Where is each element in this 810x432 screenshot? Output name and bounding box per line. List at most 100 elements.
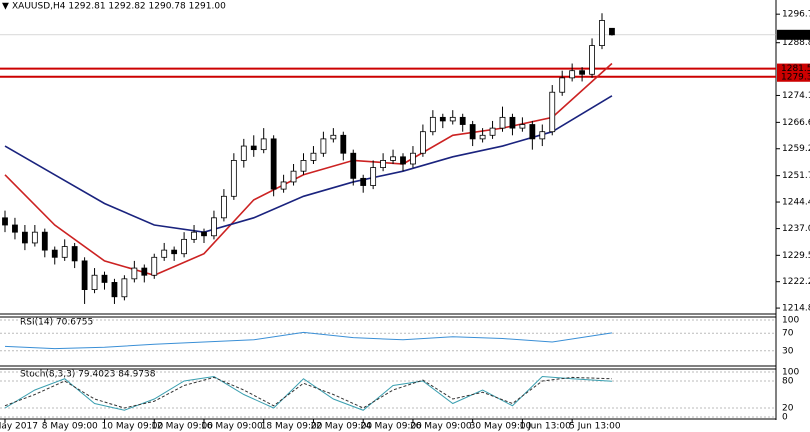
candle-body xyxy=(340,134,347,154)
candle-body xyxy=(529,124,536,140)
candle-body xyxy=(230,160,237,197)
candle-body xyxy=(280,181,287,190)
x-tick-label: 10 May 09:00 xyxy=(102,422,164,432)
candle-body xyxy=(211,217,217,237)
candle-body xyxy=(569,70,576,79)
candle-body xyxy=(21,231,28,244)
y-tick-label: 0 xyxy=(782,413,788,423)
level-label: 1279.31 xyxy=(781,72,810,82)
candle-body xyxy=(31,231,38,244)
y-tick-label: 1274.10 xyxy=(782,91,810,101)
candle-body xyxy=(539,131,546,140)
candle-body xyxy=(419,131,426,154)
y-tick-label: 1237.00 xyxy=(782,224,810,234)
candle-body xyxy=(400,156,406,165)
y-tick-label: 100 xyxy=(782,368,799,378)
stoch-title: Stoch(8,3,3) 79.4023 84.9738 xyxy=(20,370,156,380)
candle-body xyxy=(260,138,267,151)
x-tick-label: 30 May 09:00 xyxy=(470,422,532,432)
stoch-line xyxy=(4,376,612,409)
candle-body xyxy=(101,274,108,283)
candle-body xyxy=(360,177,367,186)
candle-body xyxy=(91,274,98,290)
candle-body xyxy=(370,167,377,186)
candle-body xyxy=(191,231,197,240)
chart-title: XAUUSD,H4 1292.81 1292.82 1290.78 1291.0… xyxy=(12,2,226,12)
x-tick-label: 26 May 09:00 xyxy=(410,422,472,432)
level-tag xyxy=(777,71,810,82)
y-tick-label: 1244.40 xyxy=(782,198,810,208)
y-tick-label: 1259.25 xyxy=(782,144,810,154)
rsi-line xyxy=(4,331,613,350)
candle-body xyxy=(589,45,595,75)
x-tick-label: 12 May 09:00 xyxy=(151,422,213,432)
x-tick-label: 22 May 09:00 xyxy=(310,422,372,432)
candle-body xyxy=(300,160,307,172)
candle-body xyxy=(81,260,88,290)
x-tick-label: 1 Jun 13:00 xyxy=(519,422,571,432)
x-tick-label: 24 May 09:00 xyxy=(360,422,422,432)
candle-body xyxy=(141,267,148,276)
candle-body xyxy=(220,195,227,219)
candle-body xyxy=(181,238,188,255)
candle-body xyxy=(161,249,168,258)
menu-arrow: ▼ xyxy=(2,2,9,12)
current-label: 1291.00 xyxy=(781,30,810,40)
candle-body xyxy=(240,145,247,161)
y-tick-label: 1214.85 xyxy=(782,304,810,314)
candle-body xyxy=(559,77,566,93)
candle-body xyxy=(250,145,257,151)
candle-body xyxy=(459,116,466,125)
candle-body xyxy=(549,91,556,133)
y-tick-label: 100 xyxy=(782,316,799,326)
candle-body xyxy=(449,116,456,122)
x-tick-label: 8 May 09:00 xyxy=(42,422,98,432)
candle-body xyxy=(599,20,605,46)
candle-body xyxy=(131,267,138,280)
level-label: 1281.59 xyxy=(781,64,810,74)
candle-body xyxy=(489,127,496,136)
candle-body xyxy=(12,224,18,233)
y-tick-label: 1251.75 xyxy=(782,171,810,181)
y-tick-label: 30 xyxy=(782,346,794,356)
candle-body xyxy=(350,152,357,179)
candle-body xyxy=(380,160,387,168)
candle-body xyxy=(330,134,337,140)
candle-body xyxy=(171,249,178,255)
candle-body xyxy=(469,124,476,140)
candle-body xyxy=(410,152,416,165)
candle-body xyxy=(320,138,327,154)
candle-body xyxy=(509,116,516,129)
y-tick-label: 1288.80 xyxy=(782,38,810,48)
candle-body xyxy=(2,217,8,226)
candle-body xyxy=(151,256,158,276)
candle-body xyxy=(429,116,436,133)
candle-body xyxy=(439,116,446,122)
y-tick-label: 1266.60 xyxy=(782,118,810,128)
level-tag xyxy=(777,63,810,74)
candle-body xyxy=(609,27,615,36)
candle-body xyxy=(519,124,526,129)
candle-body xyxy=(270,138,277,190)
candle-body xyxy=(290,170,297,183)
stoch-line xyxy=(4,375,612,411)
candle-body xyxy=(579,70,585,75)
y-tick-label: 20 xyxy=(782,404,794,414)
moving-average xyxy=(4,95,613,233)
candle-body xyxy=(71,246,78,262)
candle-body xyxy=(390,156,396,161)
rsi-title: RSI(14) 70.6755 xyxy=(20,318,93,328)
x-tick-label: 5 May 2017 xyxy=(0,422,38,432)
y-tick-label: 1296.75 xyxy=(782,10,810,20)
candle-body xyxy=(61,246,68,258)
y-tick-label: 1229.55 xyxy=(782,251,810,261)
x-tick-label: 16 May 09:00 xyxy=(201,422,263,432)
candle-body xyxy=(41,231,48,251)
candle-body xyxy=(310,152,317,161)
candle-body xyxy=(201,231,207,237)
y-tick-label: 80 xyxy=(782,377,794,387)
y-tick-label: 1222.20 xyxy=(782,277,810,287)
x-tick-label: 18 May 09:00 xyxy=(261,422,323,432)
